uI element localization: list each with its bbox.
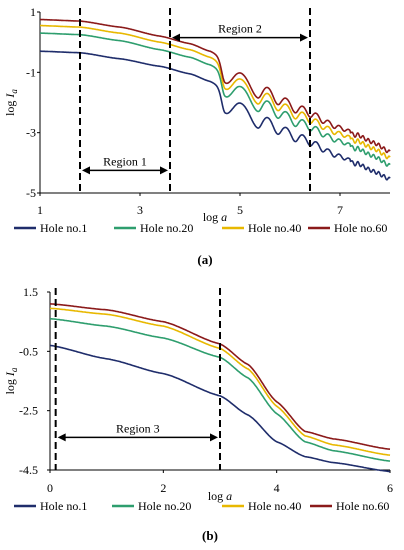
panel-a-series-line-1 <box>40 50 391 181</box>
panel-b-x-axis-title: log a <box>208 489 232 503</box>
panel-a-region-arrowhead-left <box>82 166 90 175</box>
panel-b-y-axis-title: log Ia <box>3 367 19 394</box>
panel-a-x-axis-title: log a <box>203 210 227 224</box>
panel-b-region-arrowhead-left <box>57 433 66 442</box>
panel-b-label: (b) <box>202 528 218 543</box>
panel-b-legend-label: Hole no.60 <box>336 499 389 513</box>
panel-b-region-label: Region 3 <box>116 421 160 435</box>
panel-b-legend-label: Hole no.1 <box>40 499 87 513</box>
panel-a-series-line-2 <box>40 32 391 167</box>
panel-b-x-tick-label: 6 <box>387 481 393 495</box>
panel-a-y-axis-title: log Ia <box>3 89 19 116</box>
panel-a-region-arrowhead-right <box>300 33 308 42</box>
panel-a-legend-label: Hole no.1 <box>40 221 87 235</box>
panel-a-series-line-4 <box>39 18 391 154</box>
panel-a-region-arrowhead-left <box>172 33 180 42</box>
panel-a-legend-label: Hole no.40 <box>248 221 301 235</box>
panel-b-x-tick-label: 4 <box>274 481 280 495</box>
panel-a-y-tick-label: -5 <box>26 186 36 200</box>
panel-a-x-tick-label: 3 <box>137 203 143 217</box>
panel-a-legend-label: Hole no.20 <box>140 221 193 235</box>
panel-a-x-tick-label: 1 <box>37 203 43 217</box>
panel-a-label: (a) <box>197 252 212 267</box>
panel-b-legend-label: Hole no.40 <box>248 499 301 513</box>
panel-a-region-label: Region 2 <box>218 22 262 36</box>
panel-a-x-tick-label: 5 <box>237 203 243 217</box>
panel-b-x-tick-label: 2 <box>160 481 166 495</box>
panel-a-legend-label: Hole no.60 <box>334 221 387 235</box>
panel-a-series-line-3 <box>40 24 391 160</box>
panel-a-region-arrowhead-right <box>160 166 168 175</box>
panel-a-y-tick-label: -1 <box>26 65 36 79</box>
panel-b-x-tick-label: 0 <box>47 481 53 495</box>
panel-b-y-tick-label: -4.5 <box>19 463 38 477</box>
panel-b-legend-label: Hole no.20 <box>138 499 191 513</box>
panel-a-y-tick-label: 1 <box>30 5 36 19</box>
panel-b-region-arrowhead-right <box>210 433 218 442</box>
panel-b-y-tick-label: -0.5 <box>19 344 38 358</box>
panel-a-y-tick-label: -3 <box>26 126 36 140</box>
panel-b-y-tick-label: 1.5 <box>23 285 38 299</box>
panel-a-region-label: Region 1 <box>103 154 147 168</box>
panel-b-y-tick-label: -2.5 <box>19 404 38 418</box>
panel-b-series-line-1 <box>49 344 391 473</box>
panel-a-x-tick-label: 7 <box>337 203 343 217</box>
